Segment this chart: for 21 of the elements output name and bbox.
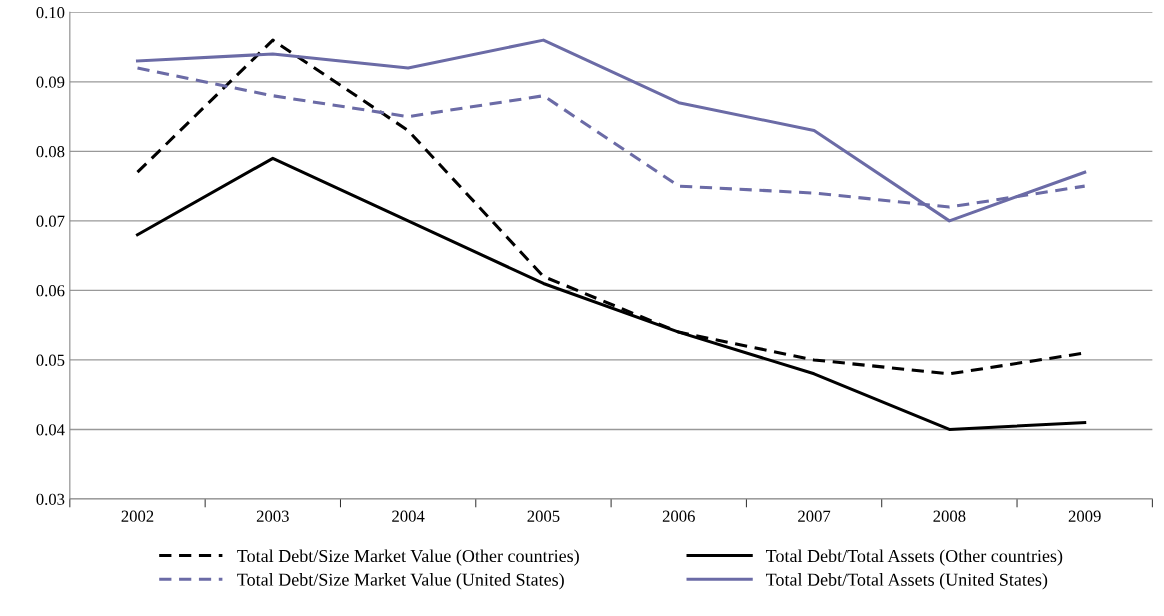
x-tick-label: 2007 bbox=[798, 510, 831, 522]
x-tick-label: 2004 bbox=[392, 510, 425, 522]
x-tick-label: 2002 bbox=[121, 510, 154, 522]
legend-label: Total Debt/Size Market Value (United States) bbox=[237, 573, 564, 590]
y-tick-label: 0.06 bbox=[36, 285, 65, 297]
x-tick-label: 2009 bbox=[1068, 510, 1101, 522]
x-tick-label: 2006 bbox=[662, 510, 695, 522]
y-tick-label: 0.05 bbox=[36, 354, 65, 366]
legend-label: Total Debt/Size Market Value (Other countries) bbox=[237, 549, 579, 566]
legend-label: Total Debt/Total Assets (Other countries) bbox=[766, 549, 1063, 566]
y-tick-label: 0.07 bbox=[36, 215, 65, 227]
x-tick-label: 2005 bbox=[527, 510, 560, 522]
y-tick-label: 0.10 bbox=[36, 7, 65, 19]
y-tick-label: 0.08 bbox=[36, 146, 65, 158]
y-tick-label: 0.03 bbox=[36, 493, 65, 505]
line-series bbox=[135, 38, 1087, 223]
y-tick-label: 0.09 bbox=[36, 76, 65, 88]
legend-label: Total Debt/Total Assets (United States) bbox=[766, 573, 1048, 590]
x-tick-label: 2008 bbox=[933, 510, 966, 522]
x-tick-label: 2003 bbox=[256, 510, 289, 522]
y-tick-label: 0.04 bbox=[36, 424, 65, 436]
